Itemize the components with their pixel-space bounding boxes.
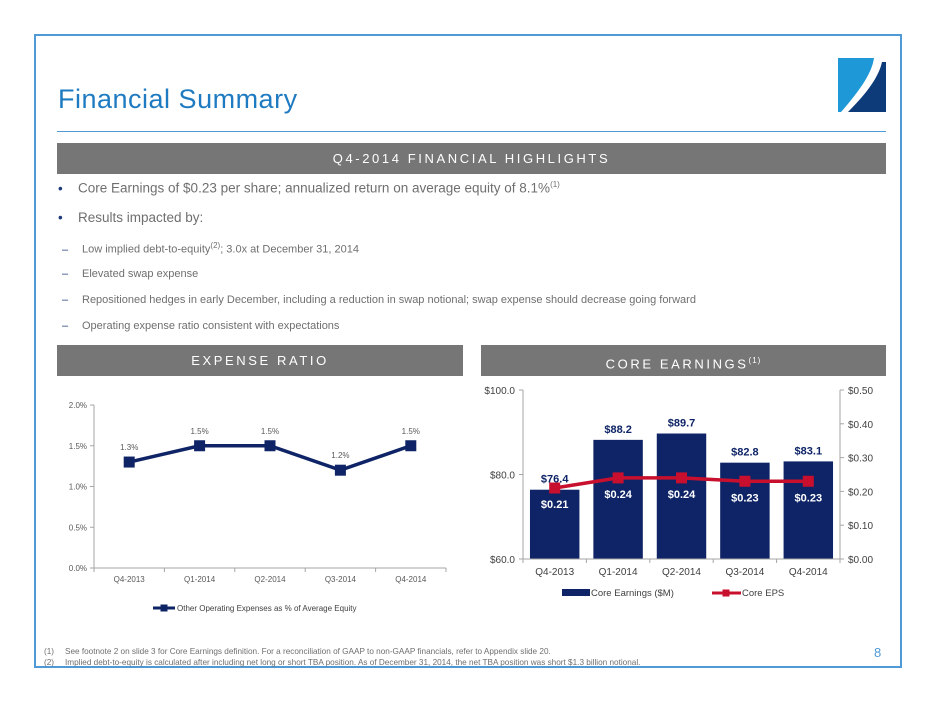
sub-bullet-item: – Elevated swap expense (62, 268, 199, 280)
eps-point (612, 472, 624, 484)
y-tick-label: $60.0 (490, 555, 515, 566)
data-label: 1.5% (190, 427, 208, 436)
x-tick-label: Q1-2014 (599, 567, 638, 578)
y2-tick-label: $0.50 (848, 386, 873, 397)
x-tick-label: Q2-2014 (662, 567, 701, 578)
y-tick-label: $100.0 (484, 386, 515, 397)
legend-marker (722, 589, 730, 597)
sub-bullet-item: – Repositioned hedges in early December, … (62, 294, 696, 306)
legend-label: Core Earnings ($M) (591, 588, 674, 599)
bar-value-label: $88.2 (604, 424, 632, 436)
data-point (405, 440, 417, 452)
slide-frame (34, 34, 902, 668)
eps-value-label: $0.21 (541, 499, 569, 511)
dash-icon: – (62, 268, 69, 280)
page-number: 8 (874, 645, 882, 660)
dash-icon: – (62, 294, 69, 306)
y2-tick-label: $0.20 (848, 487, 873, 498)
title-divider (57, 131, 886, 132)
eps-point (739, 475, 751, 487)
data-label: 1.5% (261, 427, 279, 436)
eps-value-label: $0.24 (604, 489, 632, 501)
bullet-dot-icon: • (58, 210, 63, 225)
legend-label: Other Operating Expenses as % of Average… (177, 604, 357, 613)
data-point (334, 464, 346, 476)
data-point (194, 440, 206, 452)
sub-bullet-item: – Operating expense ratio consistent with… (62, 320, 340, 332)
legend-bar-swatch (562, 589, 590, 596)
y-tick-label: 0.0% (69, 564, 87, 573)
bullet-dot-icon: • (58, 180, 63, 196)
y2-tick-label: $0.10 (848, 521, 873, 532)
x-tick-label: Q4-2013 (114, 575, 146, 584)
core-earnings-header: CORE EARNINGS(1) (481, 345, 886, 376)
bullet-item: • Core Earnings of $0.23 per share; annua… (58, 180, 560, 196)
highlights-header: Q4-2014 FINANCIAL HIGHLIGHTS (57, 143, 886, 174)
eps-value-label: $0.23 (731, 492, 759, 504)
x-tick-label: Q1-2014 (184, 575, 216, 584)
y-tick-label: $80.0 (490, 471, 515, 482)
dash-icon: – (62, 320, 69, 332)
y2-tick-label: $0.30 (848, 454, 873, 465)
bar-value-label: $89.7 (668, 418, 696, 430)
x-tick-label: Q4-2014 (789, 567, 828, 578)
bar (529, 489, 580, 559)
x-tick-label: Q3-2014 (725, 567, 764, 578)
x-tick-label: Q4-2014 (395, 575, 427, 584)
legend-marker (160, 604, 168, 612)
data-label: 1.5% (402, 427, 420, 436)
eps-value-label: $0.24 (668, 489, 696, 501)
y-tick-label: 2.0% (69, 401, 87, 410)
y-tick-label: 0.5% (69, 523, 87, 532)
footnote: (1) See footnote 2 on slide 3 for Core Ea… (44, 647, 551, 656)
y2-tick-label: $0.00 (848, 555, 873, 566)
legend-label: Core EPS (742, 588, 784, 599)
y-tick-label: 1.0% (69, 483, 87, 492)
bar (656, 433, 707, 559)
eps-point (802, 475, 814, 487)
data-label: 1.2% (331, 451, 349, 460)
expense-ratio-header: EXPENSE RATIO (57, 345, 463, 376)
eps-value-label: $0.23 (795, 492, 823, 504)
bar-value-label: $83.1 (795, 445, 823, 457)
data-point (264, 440, 276, 452)
bar (593, 439, 643, 559)
bar-value-label: $76.4 (541, 474, 569, 486)
data-point (123, 456, 135, 468)
x-tick-label: Q4-2013 (535, 567, 574, 578)
x-tick-label: Q2-2014 (254, 575, 286, 584)
x-tick-label: Q3-2014 (325, 575, 357, 584)
bar-value-label: $82.8 (731, 447, 759, 459)
company-logo-icon (838, 58, 886, 112)
footnotes: (1) See footnote 2 on slide 3 for Core Ea… (44, 646, 640, 668)
dash-icon: – (62, 243, 69, 256)
eps-point (676, 472, 687, 484)
slide-title: Financial Summary (58, 84, 298, 114)
bullet-item: • Results impacted by: (58, 210, 204, 225)
y-tick-label: 1.5% (69, 442, 87, 451)
data-label: 1.3% (120, 443, 138, 452)
y2-tick-label: $0.40 (848, 420, 873, 431)
footnote: (2) Implied debt-to-equity is calculated … (44, 658, 641, 667)
eps-point (549, 482, 561, 494)
sub-bullet-item: – Low implied debt-to-equity(2); 3.0x at … (62, 241, 359, 256)
